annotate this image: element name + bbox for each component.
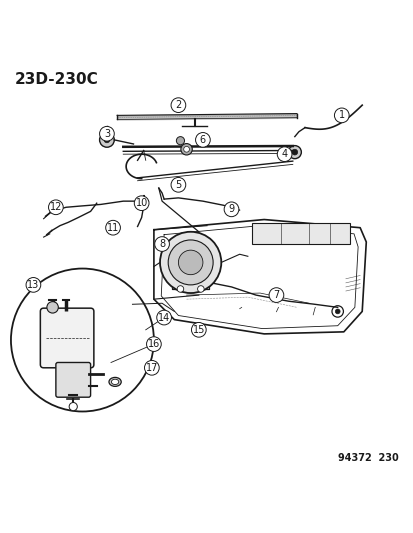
Text: 12: 12 bbox=[50, 203, 62, 212]
Circle shape bbox=[168, 240, 213, 285]
Circle shape bbox=[105, 220, 120, 235]
Circle shape bbox=[47, 302, 58, 313]
Circle shape bbox=[100, 133, 114, 147]
Text: 1: 1 bbox=[338, 110, 344, 120]
Ellipse shape bbox=[111, 379, 119, 384]
Circle shape bbox=[171, 98, 185, 112]
Ellipse shape bbox=[109, 377, 121, 386]
Text: 5: 5 bbox=[175, 180, 181, 190]
Circle shape bbox=[134, 196, 149, 211]
Circle shape bbox=[26, 278, 40, 292]
Text: 8: 8 bbox=[159, 239, 165, 249]
Circle shape bbox=[160, 232, 221, 293]
Text: 6: 6 bbox=[199, 135, 206, 145]
Circle shape bbox=[183, 147, 189, 152]
Circle shape bbox=[48, 200, 63, 215]
Text: 11: 11 bbox=[107, 223, 119, 233]
Circle shape bbox=[157, 310, 171, 325]
Circle shape bbox=[180, 143, 192, 155]
Circle shape bbox=[277, 147, 291, 161]
Text: 2: 2 bbox=[175, 100, 181, 110]
Text: 7: 7 bbox=[273, 290, 279, 300]
Circle shape bbox=[268, 288, 283, 302]
Text: 94372  230: 94372 230 bbox=[337, 454, 398, 463]
Circle shape bbox=[335, 309, 339, 314]
Text: 15: 15 bbox=[192, 325, 204, 335]
Circle shape bbox=[176, 136, 184, 145]
Text: 3: 3 bbox=[104, 129, 110, 139]
Circle shape bbox=[195, 133, 210, 147]
Circle shape bbox=[191, 322, 206, 337]
Circle shape bbox=[197, 286, 204, 292]
Circle shape bbox=[154, 237, 169, 252]
Text: 10: 10 bbox=[135, 198, 147, 208]
Circle shape bbox=[146, 337, 161, 351]
Text: 9: 9 bbox=[228, 204, 234, 214]
Circle shape bbox=[223, 202, 238, 217]
Circle shape bbox=[69, 402, 77, 411]
Circle shape bbox=[11, 269, 154, 411]
Circle shape bbox=[100, 126, 114, 141]
Circle shape bbox=[287, 146, 301, 159]
Circle shape bbox=[171, 177, 185, 192]
Text: 16: 16 bbox=[147, 339, 160, 349]
Bar bbox=[252, 223, 349, 244]
Circle shape bbox=[291, 149, 297, 155]
Circle shape bbox=[144, 360, 159, 375]
Text: 13: 13 bbox=[27, 280, 39, 290]
Text: 4: 4 bbox=[281, 149, 287, 159]
Text: 14: 14 bbox=[158, 312, 170, 322]
Circle shape bbox=[178, 250, 202, 274]
Text: 23D-230C: 23D-230C bbox=[15, 72, 99, 87]
Circle shape bbox=[104, 137, 109, 143]
FancyBboxPatch shape bbox=[40, 308, 94, 368]
Circle shape bbox=[177, 286, 183, 292]
Circle shape bbox=[334, 108, 348, 123]
Circle shape bbox=[331, 306, 343, 317]
FancyBboxPatch shape bbox=[56, 362, 90, 397]
Text: 17: 17 bbox=[145, 363, 158, 373]
